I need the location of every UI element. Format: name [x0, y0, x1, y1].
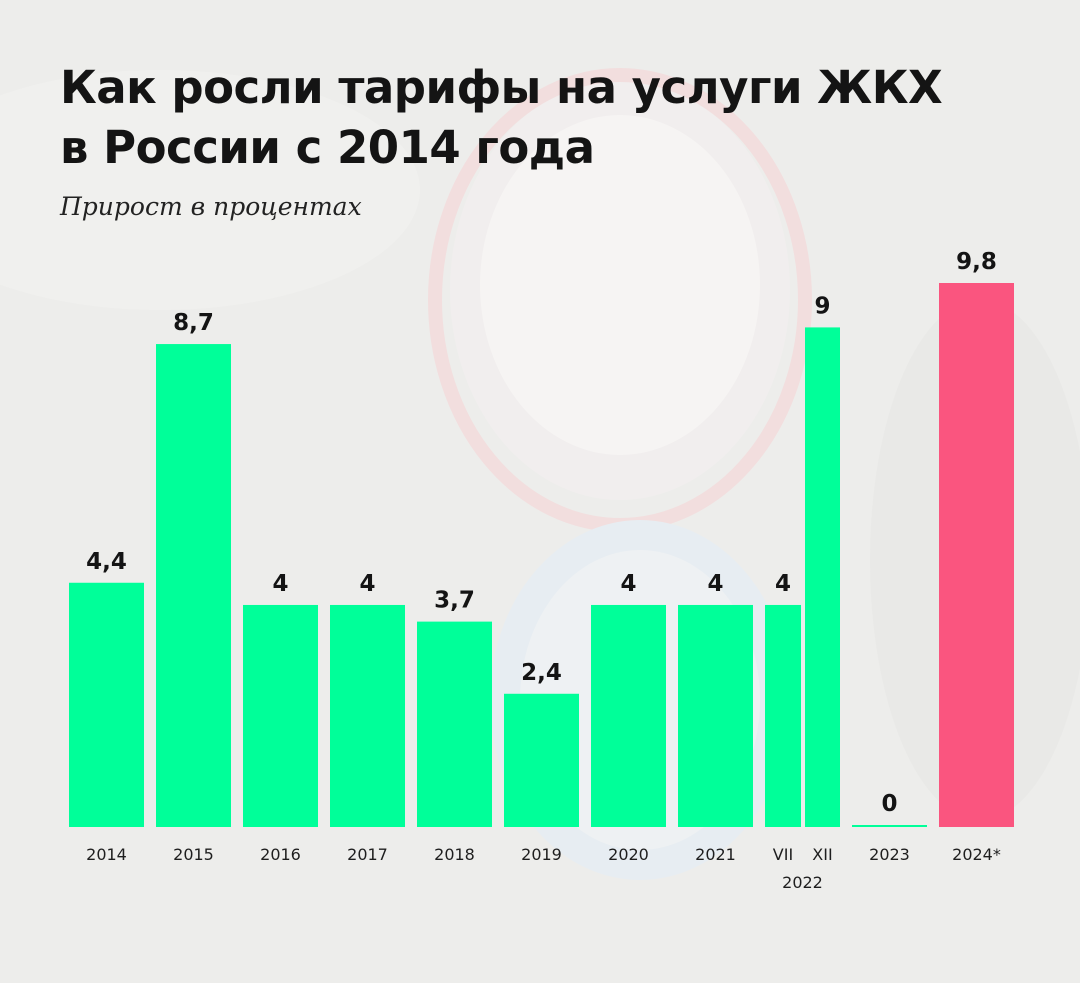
bar-2017 — [330, 604, 405, 827]
bar-2024 — [939, 283, 1014, 827]
x-group-label-2022: 2022 — [782, 873, 823, 892]
value-label-2016: 4 — [272, 571, 288, 597]
x-tick-label-VII: VII — [773, 845, 793, 864]
value-label-2021: 4 — [707, 571, 723, 597]
x-tick-label-2017: 2017 — [347, 845, 388, 864]
value-label-2018: 3,7 — [434, 588, 475, 614]
bar-VII — [765, 604, 801, 827]
x-tick-label-2020: 2020 — [608, 845, 649, 864]
value-label-2023: 0 — [881, 791, 897, 817]
x-tick-label-2024: 2024* — [952, 845, 1001, 864]
x-tick-label-2023: 2023 — [869, 845, 910, 864]
value-label-VII: 4 — [775, 571, 791, 597]
value-label-2017: 4 — [359, 571, 375, 597]
x-tick-label-2015: 2015 — [173, 845, 214, 864]
bar-2023 — [852, 825, 927, 827]
bar-2021 — [678, 604, 753, 827]
x-tick-label-XII: XII — [812, 845, 832, 864]
value-label-2024: 9,8 — [956, 249, 997, 275]
x-tick-label-2014: 2014 — [86, 845, 127, 864]
x-tick-label-2019: 2019 — [521, 845, 562, 864]
bar-2016 — [243, 604, 318, 827]
chart-title-line-2: в России с 2014 года — [60, 121, 595, 174]
bar-2020 — [591, 604, 666, 827]
bar-2019 — [504, 693, 579, 827]
value-label-2014: 4,4 — [86, 549, 127, 575]
bar-2014 — [69, 582, 144, 827]
value-label-2019: 2,4 — [521, 660, 562, 686]
value-label-2020: 4 — [620, 571, 636, 597]
chart-subtitle: Прирост в процентах — [60, 192, 362, 221]
value-label-XII: 9 — [814, 293, 830, 319]
bar-XII — [805, 327, 840, 827]
chart-title: Как росли тарифы на услуги ЖКХ в России … — [60, 58, 1020, 178]
x-tick-label-2018: 2018 — [434, 845, 475, 864]
x-tick-label-2021: 2021 — [695, 845, 736, 864]
value-label-2015: 8,7 — [173, 310, 214, 336]
bar-2015 — [156, 344, 231, 827]
chart-title-line-1: Как росли тарифы на услуги ЖКХ — [60, 61, 943, 114]
bar-2018 — [417, 621, 492, 827]
x-tick-label-2016: 2016 — [260, 845, 301, 864]
